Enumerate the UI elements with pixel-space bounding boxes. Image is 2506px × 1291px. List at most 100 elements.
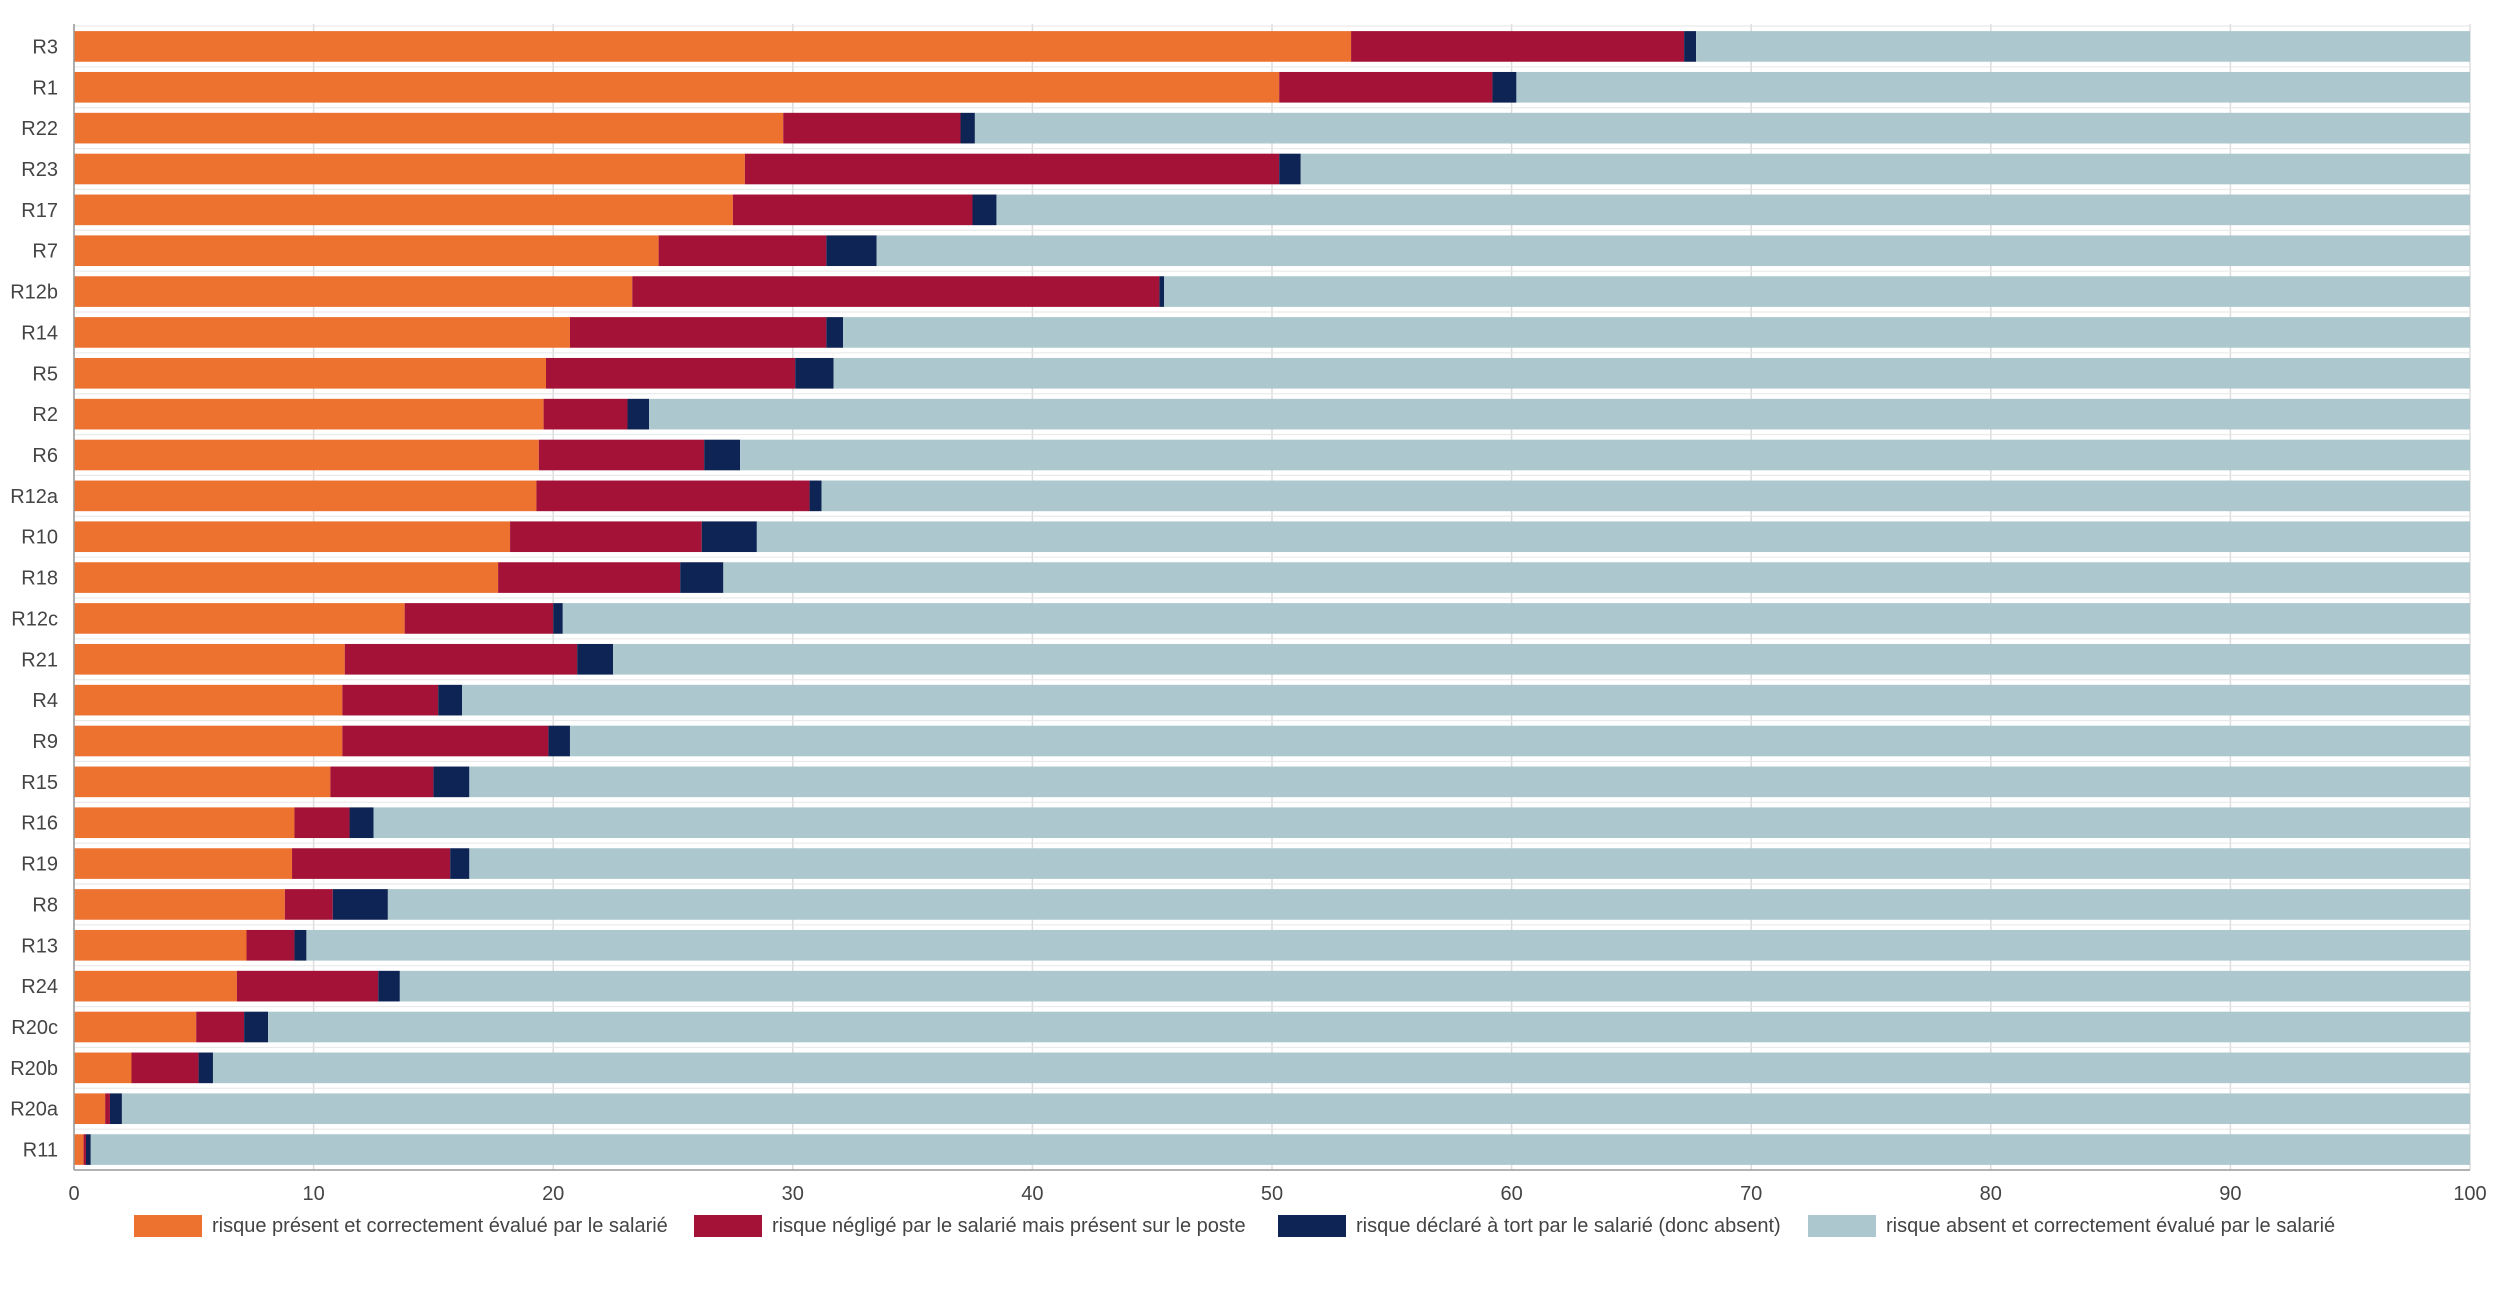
category-label: R20a [10, 1099, 59, 1121]
bar-segment-R1-series-1 [74, 71, 1280, 103]
x-tick-label: 70 [1740, 1183, 1762, 1205]
bar-segment-R15-series-2 [330, 766, 434, 798]
bar-segment-R4-series-1 [74, 684, 343, 716]
category-label: R20b [10, 1058, 58, 1080]
x-tick-label: 20 [542, 1183, 564, 1205]
category-label: R18 [21, 568, 58, 590]
bar-segment-R18-series-4 [723, 562, 2471, 593]
category-label: R1 [32, 77, 58, 99]
bar-segment-R13-series-1 [74, 929, 247, 961]
legend-swatch [134, 1215, 202, 1237]
category-label: R4 [32, 690, 58, 712]
category-label: R24 [21, 976, 58, 998]
bar-segment-R15-series-1 [74, 766, 331, 798]
bar-segment-R13-series-4 [306, 929, 2470, 961]
bar-segment-R7-series-2 [658, 235, 827, 267]
bar-segment-R12b-series-1 [74, 276, 633, 307]
bar-segment-R12c-series-3 [553, 603, 563, 634]
x-tick-label: 60 [1500, 1183, 1522, 1205]
bar-segment-R12c-series-2 [404, 603, 554, 634]
bar-segment-R10-series-3 [701, 521, 757, 553]
bar-segment-R23-series-1 [74, 153, 745, 185]
bar-segment-R19-series-3 [450, 848, 470, 879]
bar-segment-R16-series-1 [74, 807, 295, 839]
bar-segment-R20b-series-1 [74, 1052, 132, 1084]
bar-segment-R17-series-4 [996, 194, 2471, 226]
bar-segment-R19-series-1 [74, 848, 293, 879]
bar-segment-R7-series-3 [826, 235, 877, 267]
bar-segment-R18-series-1 [74, 562, 499, 593]
x-axis: 0 10 20 30 40 50 60 70 80 90 100 [68, 24, 2487, 1205]
bar-segment-R3-series-1 [74, 31, 1352, 62]
bar-segment-R4-series-2 [342, 684, 439, 716]
category-label: R6 [32, 445, 58, 467]
bar-segment-R12a-series-3 [809, 480, 822, 512]
bar-segment-R1-series-4 [1516, 71, 2470, 103]
bar-segment-R22-series-3 [960, 112, 975, 144]
bar-segment-R14-series-2 [569, 317, 827, 348]
category-label: R2 [32, 404, 58, 426]
bar-segment-R12b-series-3 [1159, 276, 1165, 307]
bar-segment-R22-series-4 [974, 112, 2470, 144]
bar-segment-R7-series-4 [876, 235, 2471, 267]
legend-label: risque négligé par le salarié mais prése… [772, 1215, 1246, 1237]
category-label: R19 [21, 854, 58, 876]
bar-segment-R8-series-2 [284, 889, 333, 920]
category-label: R8 [32, 894, 58, 916]
bar-segment-R6-series-2 [538, 439, 705, 471]
bar-segment-R14-series-4 [843, 317, 2471, 348]
bar-segment-R6-series-3 [704, 439, 741, 471]
category-label: R7 [32, 241, 58, 263]
bar-segment-R20a-series-4 [121, 1093, 2471, 1125]
category-label: R13 [21, 935, 58, 957]
bar-segment-R13-series-3 [294, 929, 307, 961]
legend-swatch [694, 1215, 762, 1237]
bar-segment-R8-series-1 [74, 889, 285, 920]
bar-segment-R18-series-2 [498, 562, 681, 593]
bar-segment-R24-series-1 [74, 970, 237, 1002]
category-label: R12b [10, 282, 58, 304]
x-tick-label: 30 [782, 1183, 804, 1205]
category-label: R15 [21, 772, 58, 794]
bar-segment-R15-series-3 [433, 766, 470, 798]
bar-segment-R20c-series-1 [74, 1011, 197, 1043]
bar-segment-R6-series-4 [740, 439, 2470, 471]
bar-segment-R14-series-1 [74, 317, 570, 348]
bar-segment-R11-series-1 [74, 1134, 84, 1165]
bar-segment-R3-series-3 [1684, 31, 1697, 62]
bar-segment-R20c-series-2 [196, 1011, 245, 1043]
category-label: R12a [10, 486, 59, 508]
bar-segment-R4-series-4 [462, 684, 2471, 716]
x-tick-label: 0 [68, 1183, 79, 1205]
bar-segment-R12a-series-4 [821, 480, 2470, 512]
bar-segment-R21-series-4 [613, 643, 2470, 675]
bar-segment-R13-series-2 [246, 929, 295, 961]
bar-segment-R11-series-4 [90, 1134, 2471, 1165]
bar-segment-R23-series-2 [744, 153, 1280, 185]
bar-segment-R12a-series-2 [536, 480, 810, 512]
legend-swatch [1278, 1215, 1346, 1237]
bar-segment-R20b-series-2 [131, 1052, 199, 1084]
bar-segment-R9-series-2 [342, 725, 549, 757]
legend-label: risque déclaré à tort par le salarié (do… [1356, 1215, 1781, 1237]
legend-label: risque absent et correctement évalué par… [1886, 1215, 2335, 1237]
x-tick-label: 50 [1261, 1183, 1283, 1205]
bar-segment-R19-series-4 [469, 848, 2471, 879]
bar-segment-R14-series-3 [826, 317, 844, 348]
bar-segment-R16-series-3 [349, 807, 374, 839]
bar-segment-R23-series-4 [1300, 153, 2470, 185]
bar-segment-R12b-series-4 [1164, 276, 2470, 307]
bar-segment-R22-series-1 [74, 112, 784, 144]
bar-segment-R11-series-2 [83, 1134, 86, 1165]
category-label: R21 [21, 649, 58, 671]
bar-segment-R7-series-1 [74, 235, 659, 267]
bar-segment-R24-series-2 [236, 970, 379, 1002]
bar-segment-R3-series-2 [1351, 31, 1685, 62]
x-tick-label: 90 [2219, 1183, 2241, 1205]
bar-segment-R20a-series-3 [109, 1093, 122, 1125]
bar-segment-R24-series-4 [399, 970, 2471, 1002]
bar-segment-R21-series-1 [74, 643, 345, 675]
category-label: R22 [21, 118, 58, 140]
bar-segment-R19-series-2 [292, 848, 451, 879]
